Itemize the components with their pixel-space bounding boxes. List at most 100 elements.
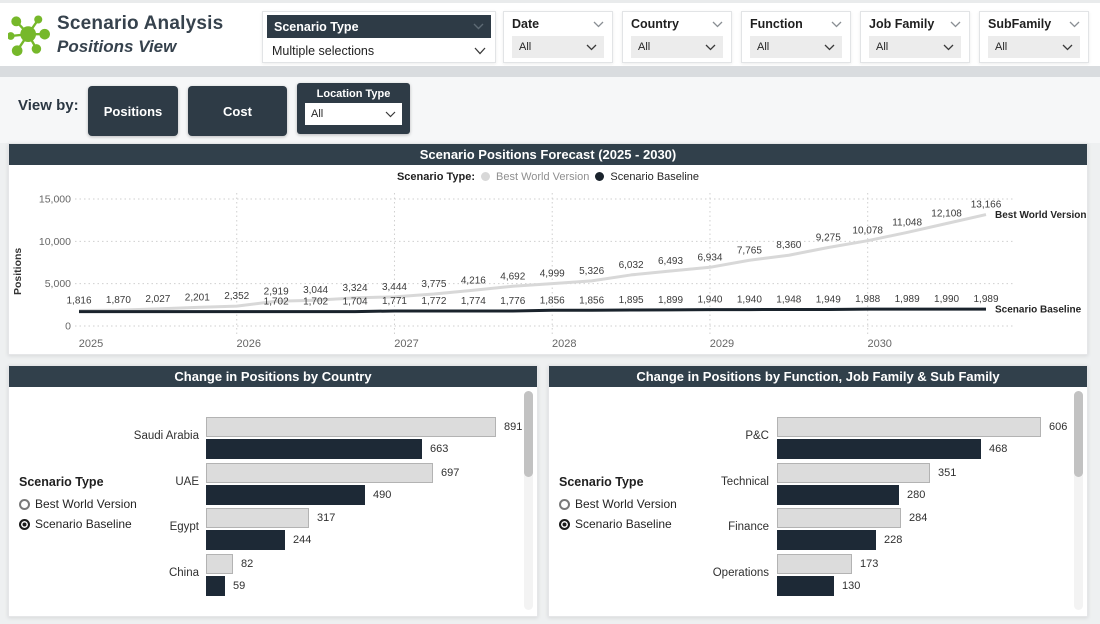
chevron-down-icon	[712, 21, 723, 27]
best-world-version-data-label: 12,108	[931, 208, 962, 219]
best-world-version-bar-egypt[interactable]	[206, 508, 309, 528]
legend-item-best-world-version[interactable]: Best World Version	[19, 497, 137, 511]
chevron-down-icon	[824, 44, 835, 50]
scenario-baseline-bar-technical[interactable]	[777, 484, 899, 505]
best-world-version-bar-saudi-arabia[interactable]	[206, 417, 496, 437]
scenario-baseline-series-label: Scenario Baseline	[995, 305, 1082, 316]
scenario-type-filter-header[interactable]: Scenario Type	[267, 15, 491, 38]
forecast-legend: Scenario Type: Best World Version Scenar…	[9, 165, 1087, 185]
best-world-version-line	[78, 213, 987, 313]
filter-label-country[interactable]: Country	[631, 17, 723, 31]
best-world-version-value-uae: 697	[441, 466, 460, 479]
filter-card-job-family: Job Family All	[860, 11, 970, 63]
scenario-baseline-bar-p-c[interactable]	[777, 439, 981, 459]
legend-item-scenario-baseline[interactable]: Scenario Baseline	[559, 517, 677, 531]
category-label-technical: Technical	[721, 475, 769, 488]
filter-label-text: Job Family	[869, 17, 935, 31]
best-world-version-data-label: 3,444	[382, 282, 407, 293]
scrollbar-thumb[interactable]	[1074, 391, 1083, 477]
best-world-version-bar-p-c[interactable]	[777, 417, 1041, 437]
scenario-baseline-data-label: 1,895	[619, 295, 644, 306]
header: Scenario Analysis Positions View Scenari…	[0, 0, 1100, 66]
cost-button[interactable]: Cost	[188, 86, 287, 136]
best-world-version-value-china: 82	[241, 557, 254, 570]
filter-label-job-family[interactable]: Job Family	[869, 17, 961, 31]
filter-dropdown-value: All	[757, 41, 770, 53]
radio-selected-icon[interactable]	[19, 518, 30, 530]
best-world-version-bar-technical[interactable]	[777, 462, 930, 483]
chevron-down-icon	[1069, 21, 1080, 27]
category-label-egypt: Egypt	[169, 521, 199, 533]
forecast-panel: Scenario Positions Forecast (2025 - 2030…	[8, 143, 1088, 355]
chevron-down-icon	[1062, 44, 1073, 50]
chevron-down-icon	[831, 21, 842, 27]
best-world-version-data-label: 6,493	[658, 256, 683, 267]
chevron-down-icon	[950, 21, 961, 27]
chevron-down-icon	[385, 111, 396, 117]
best-world-version-data-label: 2,027	[145, 294, 170, 305]
best-world-version-value-egypt: 317	[317, 512, 336, 524]
legend-item-scenario-baseline[interactable]: Scenario Baseline	[19, 517, 137, 531]
best-world-version-bar-operations[interactable]	[777, 553, 852, 574]
scenario-baseline-bar-china[interactable]	[206, 575, 225, 596]
scenario-baseline-data-label: 1,988	[855, 294, 880, 305]
filter-dropdown-job-family[interactable]: All	[869, 36, 961, 58]
best-world-version-bar-finance[interactable]	[777, 508, 901, 528]
scenario-baseline-bar-uae[interactable]	[206, 484, 365, 505]
scenario-baseline-value-uae: 490	[373, 488, 392, 501]
scrollbar-thumb[interactable]	[524, 391, 533, 477]
scenario-type-dropdown[interactable]: Multiple selections	[263, 38, 495, 63]
filter-dropdown-subfamily[interactable]: All	[988, 36, 1080, 58]
scenario-type-legend: Scenario Type Best World Version Scenario …	[19, 475, 137, 531]
filter-dropdown-country[interactable]: All	[631, 36, 723, 58]
radio-unselected-icon[interactable]	[19, 498, 30, 510]
filter-label-function[interactable]: Function	[750, 17, 842, 31]
best-world-version-legend-dot[interactable]	[481, 172, 491, 181]
forecast-chart-svg: 0 5,000 10,000 15,000 2025 2026 2027 2028 2029 20…	[12, 193, 1087, 350]
forecast-line-chart: 0 5,000 10,000 15,000 2025 2026 2027 2028 2029 20…	[9, 185, 1089, 355]
scenario-baseline-bar-saudi-arabia[interactable]	[206, 439, 422, 459]
filter-dropdown-value: All	[519, 41, 532, 53]
best-world-version-legend-label[interactable]: Best World Version	[496, 170, 590, 183]
best-world-version-data-label: 7,765	[737, 245, 762, 256]
scenario-baseline-bar-operations[interactable]	[777, 575, 834, 596]
scenario-baseline-bar-egypt[interactable]	[206, 530, 285, 550]
country-panel-scrollbar[interactable]	[524, 391, 533, 610]
x-year-label: 2027	[394, 338, 418, 350]
scenario-baseline-value-saudi-arabia: 663	[430, 443, 449, 455]
best-world-version-data-label: 5,326	[579, 266, 604, 277]
filter-dropdown-function[interactable]: All	[750, 36, 842, 58]
best-world-version-value-operations: 173	[860, 557, 879, 570]
chevron-down-icon	[705, 44, 716, 50]
best-world-version-data-label: 3,775	[421, 279, 446, 290]
legend-item-label: Best World Version	[35, 497, 137, 511]
scenario-baseline-legend-dot[interactable]	[595, 172, 605, 181]
scenario-baseline-bar-finance[interactable]	[777, 530, 876, 550]
scenario-baseline-line	[79, 307, 987, 314]
y-axis-title: Positions	[12, 248, 24, 295]
location-type-dropdown[interactable]: All	[305, 103, 402, 125]
scenario-baseline-data-label: 1,990	[934, 294, 959, 305]
legend-item-best-world-version[interactable]: Best World Version	[559, 497, 677, 511]
filter-card-country: Country All	[622, 11, 732, 63]
best-world-version-data-label: 9,275	[816, 232, 841, 243]
filter-label-date[interactable]: Date	[512, 17, 604, 31]
function-panel-scrollbar[interactable]	[1074, 391, 1083, 610]
filter-label-text: Date	[512, 17, 540, 31]
scenario-baseline-legend-label[interactable]: Scenario Baseline	[610, 170, 700, 183]
best-world-version-bar-uae[interactable]	[206, 462, 433, 483]
best-world-version-bar-china[interactable]	[206, 553, 233, 574]
best-world-version-data-label: 1,816	[66, 296, 91, 307]
filter-label-text: SubFamily	[988, 17, 1052, 31]
filter-dropdown-date[interactable]: All	[512, 36, 604, 58]
chevron-down-icon	[474, 47, 486, 54]
best-world-version-data-label: 3,324	[343, 283, 368, 294]
radio-unselected-icon[interactable]	[559, 498, 570, 510]
scenario-baseline-data-label: 1,940	[737, 295, 762, 306]
radio-selected-icon[interactable]	[559, 518, 570, 530]
scenario-baseline-data-label: 1,856	[579, 295, 604, 306]
positions-button[interactable]: Positions	[88, 86, 178, 136]
filter-label-subfamily[interactable]: SubFamily	[988, 17, 1080, 31]
scenario-baseline-data-label: 1,940	[697, 295, 722, 306]
scenario-baseline-data-label: 1,989	[895, 294, 920, 305]
